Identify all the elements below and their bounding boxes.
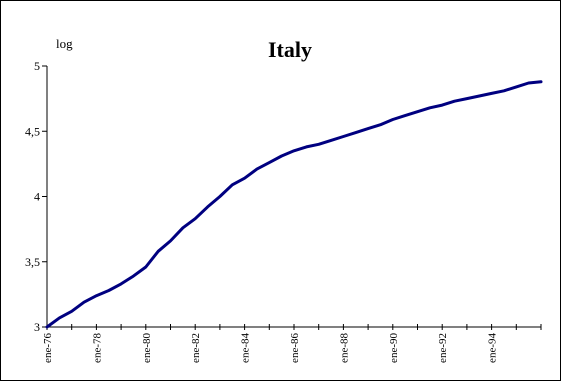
y-tick-label: 3,5 xyxy=(25,255,40,269)
x-tick-label: ene-90 xyxy=(388,333,400,363)
series-line xyxy=(45,80,543,329)
x-tick-label: ene-80 xyxy=(141,333,153,363)
y-tick-label: 4,5 xyxy=(25,124,40,138)
y-tick-label: 3 xyxy=(34,320,40,334)
y-axis-label: log xyxy=(56,36,73,51)
chart-title: Italy xyxy=(268,37,312,62)
x-tick-label: ene-76 xyxy=(42,333,54,363)
y-tick-label: 5 xyxy=(34,59,40,73)
plot-area: 3 3,5 4 4,5 5 ene-76 ene-78 ene-80 ene-82 ene-84 e… xyxy=(25,59,543,363)
x-tick-label: ene-84 xyxy=(240,333,252,363)
x-tick-label: ene-82 xyxy=(190,333,202,363)
y-tick-label: 4 xyxy=(34,190,40,204)
x-tick-label: ene-88 xyxy=(338,333,350,363)
x-tick-label: ene-78 xyxy=(91,333,103,363)
x-tick-label: ene-86 xyxy=(289,333,301,363)
x-tick-label: ene-92 xyxy=(437,333,449,363)
x-tick-label: ene-94 xyxy=(487,333,499,363)
